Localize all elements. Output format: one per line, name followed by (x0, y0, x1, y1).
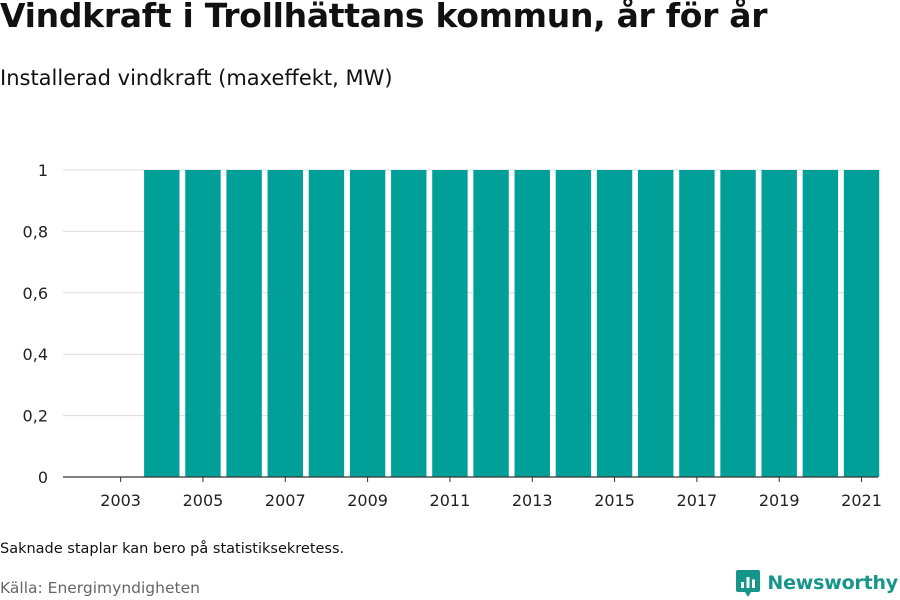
y-tick-label: 0 (38, 468, 48, 487)
y-tick-label: 1 (38, 161, 48, 180)
y-tick-label: 0,2 (23, 407, 48, 426)
y-tick-label: 0,8 (23, 222, 48, 241)
tick-labels: 0 0,2 0,4 0,6 0,8 1 2003 2005 2007 2009 2011 2013 20… (23, 161, 882, 510)
x-tick-label: 2019 (759, 491, 800, 510)
bar-2005[interactable] (185, 170, 221, 477)
y-tick-label: 0,6 (23, 284, 48, 303)
bar-2009[interactable] (349, 170, 386, 477)
x-tick-label: 2009 (347, 491, 388, 510)
bar-2006[interactable] (226, 170, 262, 477)
bar-2013[interactable] (514, 170, 550, 477)
x-tick-label: 2013 (512, 491, 553, 510)
x-tick-label: 2017 (677, 491, 718, 510)
x-tick-label: 2011 (430, 491, 471, 510)
bar-2008[interactable] (308, 170, 345, 477)
newsworthy-brand[interactable]: Newsworthy (735, 568, 898, 598)
axes (63, 476, 878, 482)
bar-2012[interactable] (473, 170, 509, 477)
bar-2004[interactable] (144, 170, 180, 477)
bar-2019[interactable] (761, 170, 797, 477)
bar-2020[interactable] (802, 170, 839, 477)
bar-2017[interactable] (679, 170, 715, 477)
newsworthy-logo-icon (736, 570, 761, 597)
x-tick-label: 2007 (265, 491, 306, 510)
bar-2007[interactable] (267, 170, 303, 477)
brand-name: Newsworthy (767, 572, 898, 594)
x-tick-label: 2005 (183, 491, 224, 510)
bar-2014[interactable] (555, 170, 592, 477)
x-tick-label: 2015 (594, 491, 635, 510)
bar-2016[interactable] (638, 170, 674, 477)
bar-2011[interactable] (432, 170, 468, 477)
chart-subtitle: Installerad vindkraft (maxeffekt, MW) (0, 66, 393, 90)
bar-2015[interactable] (596, 170, 633, 477)
bar-2018[interactable] (720, 170, 756, 477)
bar-2010[interactable] (391, 170, 427, 477)
x-tick-label: 2021 (841, 491, 882, 510)
source-credit: Källa: Energimyndigheten (0, 579, 200, 597)
bar-2021[interactable] (843, 170, 880, 477)
footnote: Saknade staplar kan bero på statistiksek… (0, 541, 345, 557)
bars (144, 170, 880, 477)
chart-title: Vindkraft i Trollhättans kommun, år för … (0, 0, 768, 35)
x-tick-label: 2003 (100, 491, 141, 510)
y-tick-label: 0,4 (23, 345, 48, 364)
